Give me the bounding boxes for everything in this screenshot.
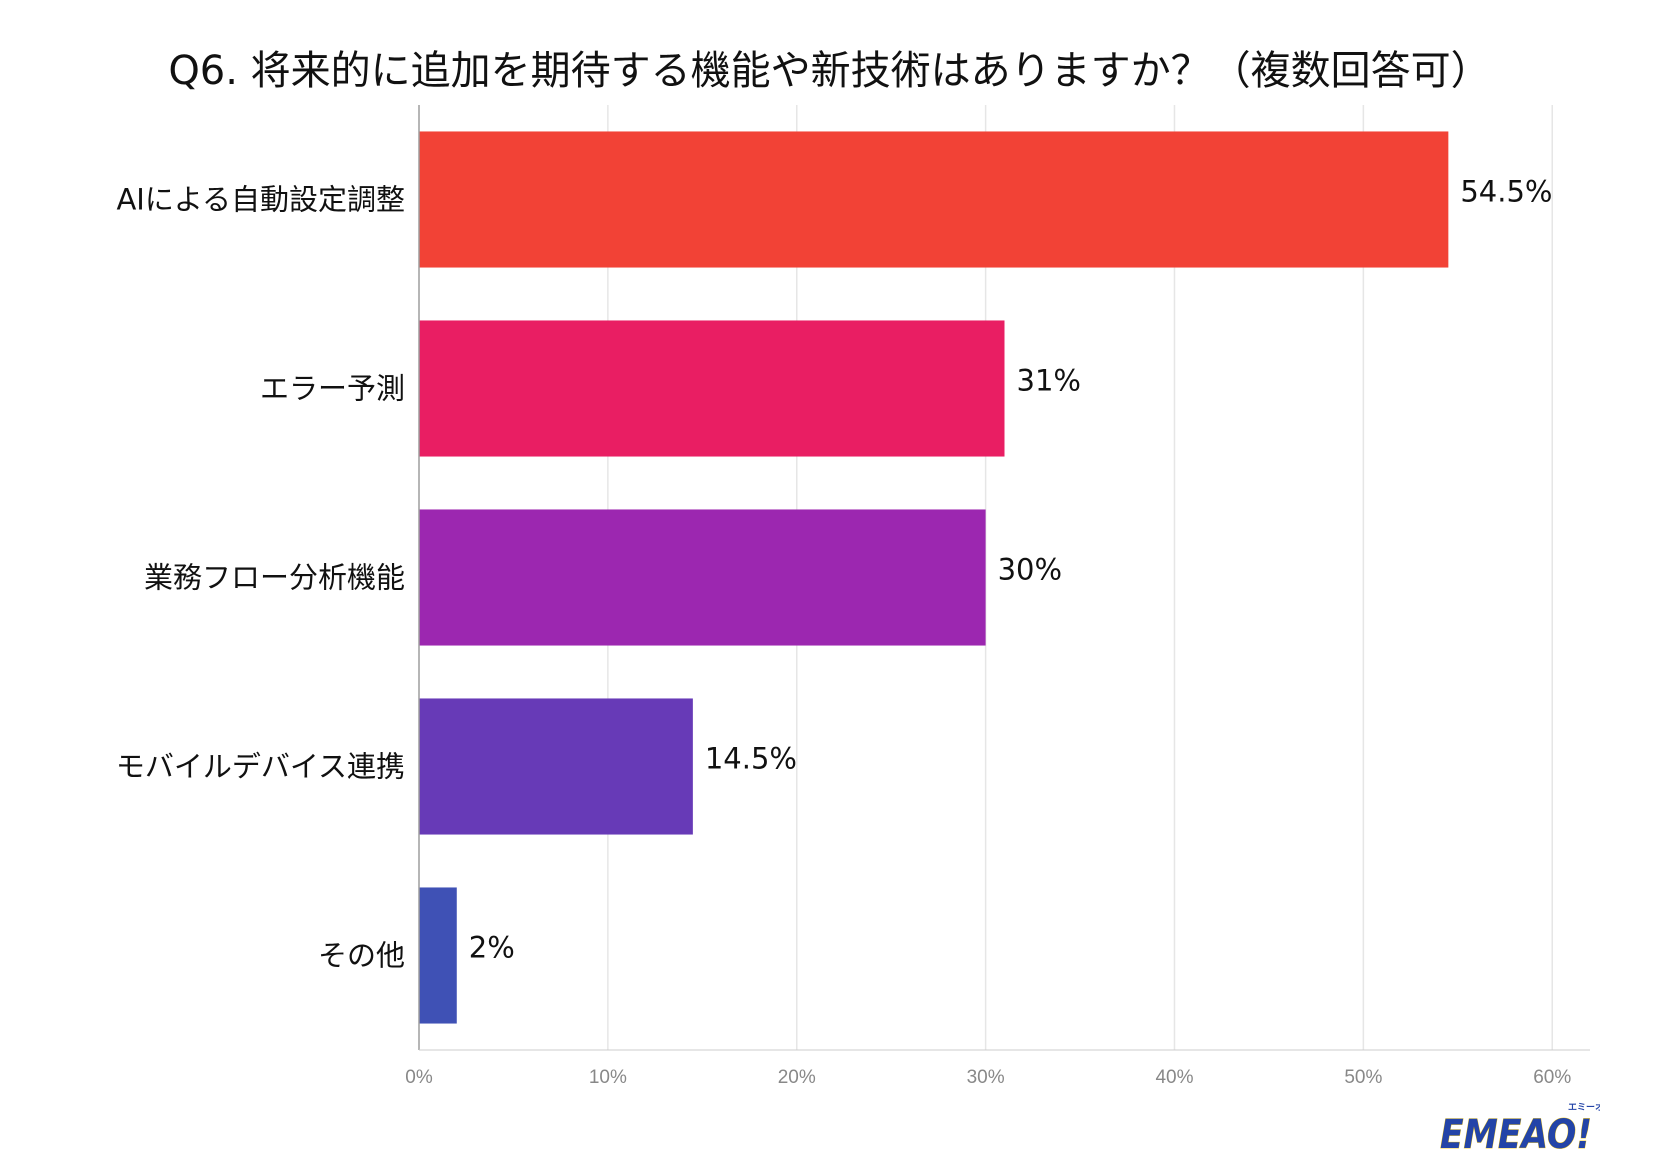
bars [419,131,1449,1024]
labels: 0% 10% 20% 30% 40% 50% 60% AIによる自動設定調整 54.5% エラー予… [116,175,1571,1089]
x-tick-label-50: 50% [1344,1067,1382,1088]
bar-1 [419,131,1449,268]
x-tick-label-10: 10% [589,1067,627,1088]
category-label-1: AIによる自動設定調整 [116,183,405,217]
value-label-3: 30% [998,553,1062,587]
x-tick-label-40: 40% [1155,1067,1193,1088]
logo-text: EMEAO! [1440,1112,1592,1158]
x-tick-label-20: 20% [778,1067,816,1088]
logo-ruby-text: エミーオ [1568,1102,1600,1113]
value-label-4: 14.5% [705,742,797,776]
x-tick-label-60: 60% [1533,1067,1571,1088]
bar-5 [419,887,457,1024]
brand-logo: エミーオ EMEAO! [1440,1098,1604,1158]
bar-2 [419,320,1005,457]
bar-3 [419,509,986,646]
category-label-3: 業務フロー分析機能 [144,561,405,595]
x-tick-label-30: 30% [967,1067,1005,1088]
value-label-2: 31% [1017,364,1081,398]
chart-title: Q6. 将来的に追加を期待する機能や新技術はありますか？（複数回答可） [168,48,1491,94]
value-label-5: 2% [469,931,515,965]
value-label-1: 54.5% [1460,175,1552,209]
bar-4 [419,698,693,835]
category-label-5: その他 [318,939,405,973]
category-label-4: モバイルデバイス連携 [116,750,405,784]
category-label-2: エラー予測 [260,372,405,406]
x-tick-label-0: 0% [405,1067,433,1088]
